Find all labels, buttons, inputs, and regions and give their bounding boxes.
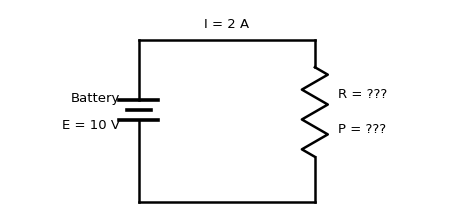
Text: E = 10 V: E = 10 V [63,119,120,132]
Text: R = ???: R = ??? [338,88,387,101]
Text: Battery: Battery [71,92,120,105]
Text: P = ???: P = ??? [338,123,386,136]
Text: I = 2 A: I = 2 A [204,18,250,31]
